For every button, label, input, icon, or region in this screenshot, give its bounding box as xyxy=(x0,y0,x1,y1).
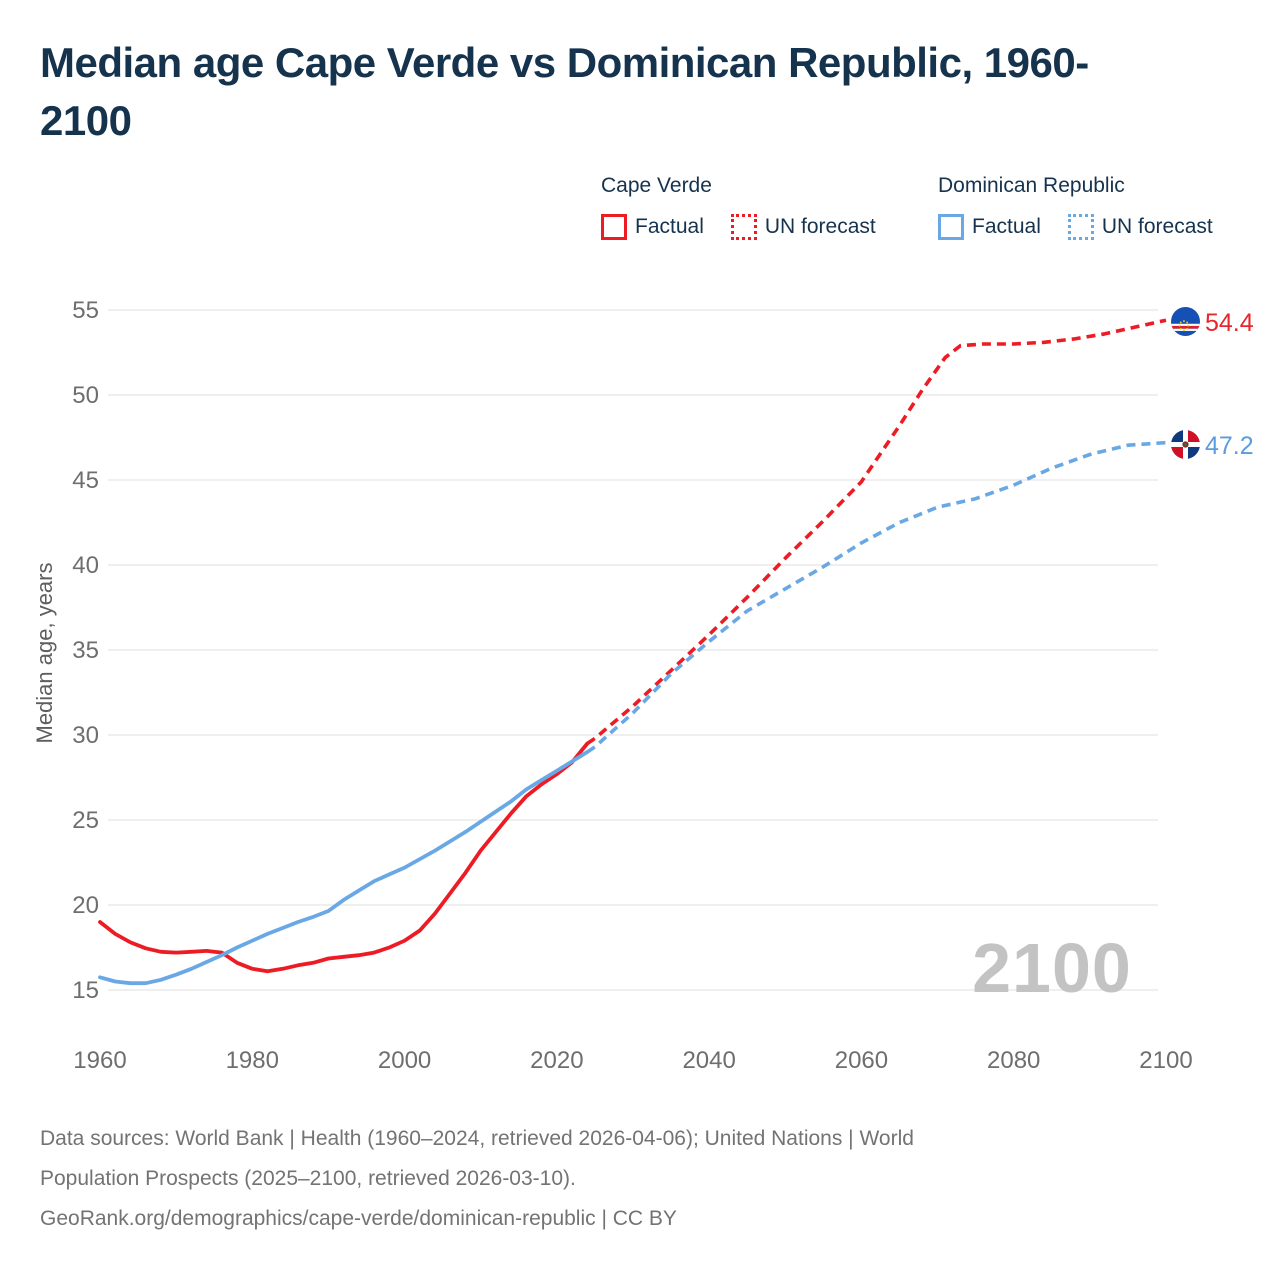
dotted-blue-swatch-icon xyxy=(1067,214,1094,240)
legend: Cape Verde Factual UN forecast Dominican… xyxy=(0,174,1280,250)
legend-item-dominican-factual: Factual xyxy=(938,214,1041,240)
data-series xyxy=(98,318,1167,986)
legend-item-label: Factual xyxy=(635,215,704,238)
end-value-dominican-republic: 47.2 xyxy=(1205,432,1254,460)
legend-item-label: Factual xyxy=(972,215,1041,238)
svg-text:2040: 2040 xyxy=(682,1047,735,1074)
series-line xyxy=(98,750,590,986)
source-line-1: Data sources: World Bank | Health (1960–… xyxy=(40,1127,914,1150)
svg-text:15: 15 xyxy=(72,977,99,1004)
gridlines xyxy=(108,309,1158,991)
svg-text:2000: 2000 xyxy=(378,1047,431,1074)
svg-text:55: 55 xyxy=(72,297,99,324)
legend-item-label: UN forecast xyxy=(764,215,876,238)
svg-text:35: 35 xyxy=(72,637,99,664)
series-line xyxy=(586,318,1167,745)
series-line xyxy=(586,440,1167,754)
source-line-3: GeoRank.org/demographics/cape-verde/domi… xyxy=(40,1206,677,1230)
chart-title-line2: 2100 xyxy=(40,96,132,144)
cape-verde-flag-icon xyxy=(1171,307,1200,336)
watermark-year: 2100 xyxy=(972,929,1132,1007)
legend-group-cape-verde: Cape Verde Factual UN forecast xyxy=(601,174,903,240)
svg-text:50: 50 xyxy=(72,382,99,409)
series-line xyxy=(98,741,590,974)
svg-text:25: 25 xyxy=(72,807,99,834)
chart-title-line1: Median age Cape Verde vs Dominican Repub… xyxy=(40,39,1089,86)
svg-text:1960: 1960 xyxy=(73,1047,126,1074)
legend-series-name: Dominican Republic xyxy=(938,174,1125,197)
svg-text:2080: 2080 xyxy=(987,1047,1040,1074)
y-axis-label: Median age, years xyxy=(32,563,57,744)
svg-text:30: 30 xyxy=(72,722,99,749)
legend-item-cape-verde-forecast: UN forecast xyxy=(730,214,876,240)
svg-text:20: 20 xyxy=(72,892,99,919)
dotted-red-swatch-icon xyxy=(730,214,757,240)
solid-red-swatch-icon xyxy=(601,214,627,240)
svg-text:1980: 1980 xyxy=(226,1047,279,1074)
legend-group-dominican-republic: Dominican Republic Factual UN forecast xyxy=(938,174,1240,240)
svg-text:45: 45 xyxy=(72,467,99,494)
svg-text:2020: 2020 xyxy=(530,1047,583,1074)
chart-title: Median age Cape Verde vs Dominican Repub… xyxy=(40,34,1220,150)
svg-text:2060: 2060 xyxy=(835,1047,888,1074)
legend-item-dominican-forecast: UN forecast xyxy=(1067,214,1213,240)
legend-item-cape-verde-factual: Factual xyxy=(601,214,704,240)
end-value-cape-verde: 54.4 xyxy=(1205,309,1254,337)
legend-item-label: UN forecast xyxy=(1101,215,1213,238)
legend-series-name: Cape Verde xyxy=(601,174,712,197)
dominican-republic-flag-icon xyxy=(1171,430,1200,459)
svg-text:2100: 2100 xyxy=(1139,1047,1192,1074)
solid-blue-swatch-icon xyxy=(938,214,964,240)
axis-tick-labels: 55 50 45 40 35 30 25 20 15 1960 1980 2000 2020 2040 20… xyxy=(72,297,1192,1074)
svg-text:40: 40 xyxy=(72,552,99,579)
source-line-2: Population Prospects (2025–2100, retriev… xyxy=(40,1166,576,1190)
data-sources-note: Data sources: World Bank | Health (1960–… xyxy=(40,1119,1180,1239)
